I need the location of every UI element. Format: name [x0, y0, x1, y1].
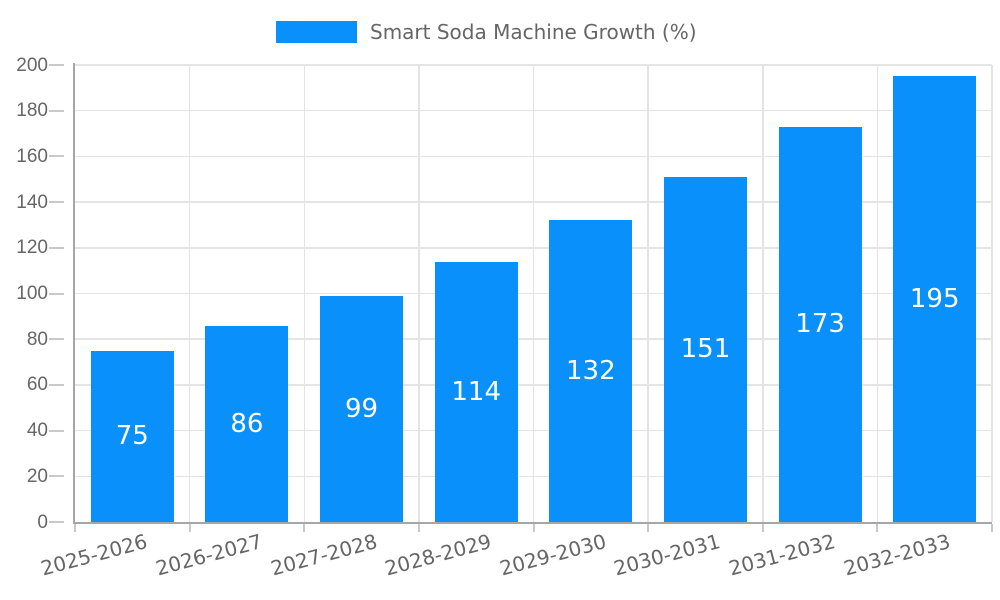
x-axis-tick: [647, 524, 650, 532]
x-axis-tick: [876, 524, 879, 532]
legend-label: Smart Soda Machine Growth (%): [370, 20, 697, 44]
x-axis-tick: [188, 524, 191, 532]
bar-2025-2026[interactable]: 75: [90, 350, 174, 522]
vertical-gridline: [418, 65, 420, 522]
x-tick-label-2029-2030: 2029-2030: [496, 529, 609, 581]
plot-area: 75 86 99 114 132 151 173 195: [73, 63, 993, 524]
y-tick-label: 200: [16, 54, 48, 76]
y-tick-label: 100: [16, 283, 48, 304]
y-axis-tick: [49, 429, 64, 432]
x-tick-label-2030-2031: 2030-2031: [611, 529, 724, 581]
y-axis-tick: [49, 292, 64, 295]
y-tick-label: 160: [16, 145, 48, 167]
y-axis-tick: [49, 109, 64, 112]
y-tick-label: 20: [26, 465, 48, 487]
bar-value-label: 99: [345, 393, 379, 424]
x-axis-tick: [761, 524, 764, 532]
y-axis-tick: [49, 475, 64, 478]
x-axis-tick: [74, 524, 76, 532]
legend-swatch: [276, 21, 357, 43]
bar-2026-2027[interactable]: 86: [205, 325, 289, 522]
y-axis-tick: [49, 64, 64, 66]
y-axis-tick: [49, 201, 64, 204]
bar-value-label: 151: [680, 334, 731, 365]
y-tick-label: 120: [16, 237, 48, 259]
y-tick-label: 40: [26, 420, 48, 442]
x-tick-label-2028-2029: 2028-2029: [382, 529, 494, 581]
y-tick-label: 180: [16, 100, 48, 122]
y-axis-tick: [49, 383, 64, 386]
x-axis-tick: [991, 524, 993, 532]
bar-value-label: 132: [565, 356, 616, 387]
vertical-gridline: [303, 65, 305, 522]
vertical-gridline: [647, 65, 649, 522]
y-tick-label: 60: [26, 374, 48, 396]
y-axis-tick: [49, 155, 64, 158]
y-axis-line: [73, 63, 75, 524]
bar-2027-2028[interactable]: 99: [320, 295, 404, 522]
vertical-gridline: [532, 65, 535, 522]
bar-2031-2032[interactable]: 173: [778, 126, 862, 522]
x-axis-tick: [532, 524, 535, 532]
bar-value-label: 75: [115, 421, 149, 452]
x-tick-label-2025-2026: 2025-2026: [38, 529, 151, 581]
x-axis-tick: [303, 524, 306, 532]
y-tick-label: 80: [26, 328, 48, 350]
x-axis-line: [73, 522, 992, 524]
y-tick-label: 140: [16, 191, 48, 213]
y-tick-label: 0: [37, 511, 48, 533]
y-axis-tick: [49, 338, 64, 341]
vertical-gridline: [876, 65, 879, 522]
bar-2032-2033[interactable]: 195: [893, 76, 977, 522]
x-tick-label-2027-2028: 2027-2028: [267, 529, 380, 581]
bar-value-label: 195: [909, 284, 960, 315]
legend-item-smart-soda-growth[interactable]: Smart Soda Machine Growth (%): [276, 21, 697, 43]
x-tick-label-2026-2027: 2026-2027: [153, 529, 265, 581]
bar-2030-2031[interactable]: 151: [663, 176, 747, 522]
y-axis-tick: [49, 521, 64, 523]
bar-value-label: 114: [451, 376, 501, 407]
bar-2028-2029[interactable]: 114: [434, 261, 518, 522]
bar-value-label: 86: [230, 408, 264, 439]
x-axis-tick: [417, 524, 420, 532]
y-axis-tick: [49, 246, 64, 249]
vertical-gridline: [188, 65, 191, 522]
x-tick-label-2032-2033: 2032-2033: [840, 529, 953, 581]
vertical-gridline: [762, 65, 764, 522]
vertical-gridline: [991, 65, 993, 522]
x-tick-label-2031-2032: 2031-2032: [726, 529, 838, 581]
bar-value-label: 173: [795, 309, 845, 340]
bar-2029-2030[interactable]: 132: [549, 220, 633, 522]
